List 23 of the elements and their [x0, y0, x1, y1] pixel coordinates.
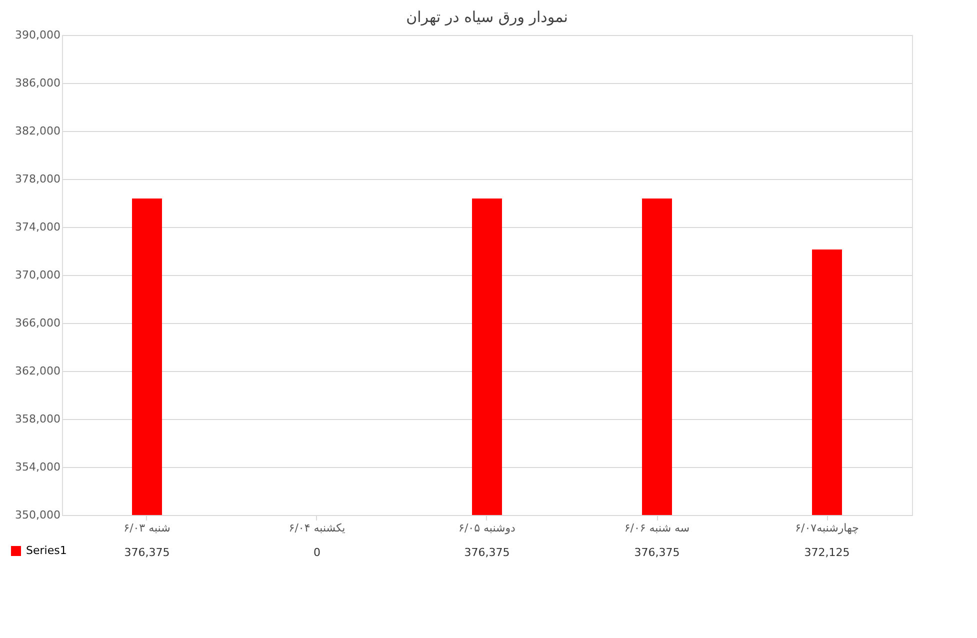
x-tick-label: سه شنبه ۶/۰۶	[624, 522, 690, 534]
y-tick-label: 390,000	[15, 28, 60, 42]
x-tick-label: دوشنبه ۶/۰۵	[458, 522, 516, 534]
x-tick-label: شنبه ۶/۰۳	[124, 522, 170, 534]
data-label: 372,125	[804, 546, 850, 559]
x-tick-label: یکشنبه ۶/۰۴	[288, 522, 346, 534]
y-tick-label: 354,000	[15, 460, 60, 474]
text: 0	[314, 546, 320, 559]
x-tick-label: چهارشنبه۶/۰۷	[795, 522, 859, 534]
y-tick-label: 386,000	[15, 76, 60, 90]
data-label: 376,375	[464, 546, 510, 559]
y-tick-label: 382,000	[15, 124, 60, 138]
legend-label: Series1	[26, 544, 67, 557]
y-tick-label: 370,000	[15, 268, 60, 282]
chart-title: نمودار ورق سیاه در تهران	[406, 8, 568, 26]
y-tick-label: 366,000	[15, 316, 60, 330]
y-tick-label: 350,000	[15, 508, 60, 522]
data-label: 376,375	[124, 546, 170, 559]
y-tick-label: 374,000	[15, 220, 60, 234]
y-tick-label: 378,000	[15, 172, 60, 186]
y-tick-label: 362,000	[15, 364, 60, 378]
y-tick-label: 358,000	[15, 412, 60, 426]
data-label: 376,375	[634, 546, 680, 559]
